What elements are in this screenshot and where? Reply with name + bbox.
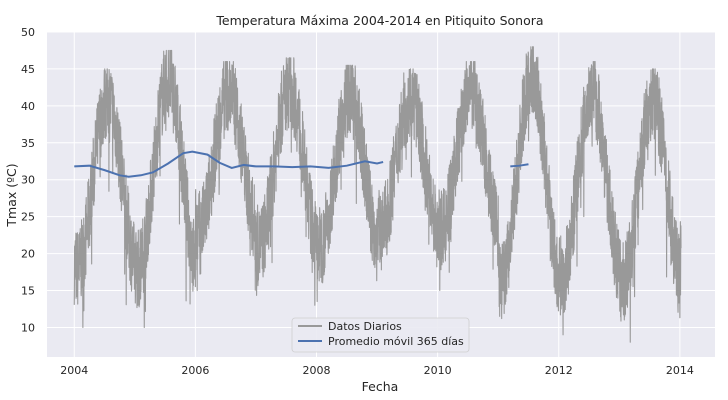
legend-label-daily: Datos Diarios [328, 320, 402, 333]
legend-label-rolling: Promedio móvil 365 días [328, 335, 464, 348]
x-tick-label: 2014 [666, 364, 694, 377]
rolling-mean-line-2011 [510, 163, 529, 168]
daily-series [73, 46, 682, 343]
plot-area [47, 32, 715, 357]
legend-box [291, 317, 470, 353]
rolling-mean-line [74, 150, 384, 178]
x-axis-label: Fecha [362, 379, 399, 394]
chart-title: Temperatura Máxima 2004-2014 en Pitiquit… [215, 13, 543, 28]
y-tick-label: 45 [21, 63, 35, 76]
y-axis: 10 15 20 25 30 35 40 45 50 [21, 26, 35, 334]
daily-series-line [73, 46, 682, 343]
x-tick-label: 2006 [181, 364, 209, 377]
rolling-series [74, 150, 529, 178]
y-tick-label: 30 [21, 174, 35, 187]
y-tick-label: 10 [21, 321, 35, 334]
y-tick-label: 40 [21, 100, 35, 113]
x-tick-label: 2012 [545, 364, 573, 377]
legend: Datos Diarios Promedio móvil 365 días [291, 317, 470, 353]
y-axis-label: Tmax (ºC) [4, 163, 19, 227]
y-tick-label: 20 [21, 248, 35, 261]
y-tick-label: 50 [21, 26, 35, 39]
y-tick-label: 15 [21, 285, 35, 298]
x-tick-label: 2004 [60, 364, 88, 377]
x-axis: 2004 2006 2008 2010 2012 2014 [60, 364, 694, 377]
y-tick-label: 25 [21, 211, 35, 224]
x-tick-label: 2010 [424, 364, 452, 377]
y-tick-label: 35 [21, 137, 35, 150]
x-tick-label: 2008 [303, 364, 331, 377]
